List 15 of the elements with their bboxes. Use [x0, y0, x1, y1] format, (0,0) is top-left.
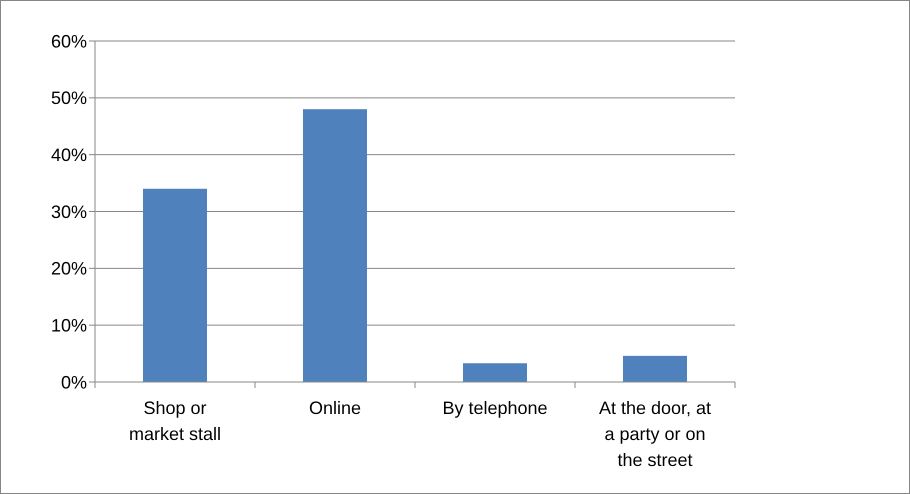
bar: [143, 188, 207, 382]
y-tick-label: 0%: [60, 372, 87, 392]
bar: [303, 109, 367, 382]
x-tick-label: At the door, at a party or on the street: [598, 398, 712, 470]
x-tick-label: Online: [308, 398, 362, 418]
y-tick-label: 60%: [50, 31, 87, 52]
x-tick-label: Shop or market stall: [128, 398, 222, 444]
y-tick-label: 40%: [50, 144, 87, 165]
bar: [463, 363, 527, 382]
x-tick-label: By telephone: [442, 398, 548, 418]
y-tick-label: 20%: [50, 258, 87, 279]
y-tick-label: 30%: [50, 202, 87, 222]
y-tick-label: 50%: [50, 88, 87, 108]
bar: [623, 356, 687, 382]
y-tick-label: 10%: [50, 315, 87, 336]
